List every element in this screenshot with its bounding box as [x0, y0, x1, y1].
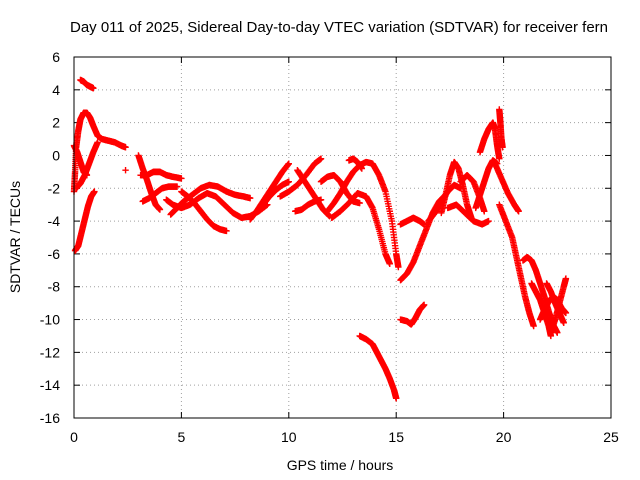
data-point: [285, 160, 292, 167]
data-point: [90, 84, 97, 92]
y-tick-label: -10: [40, 312, 60, 328]
y-tick-label: 0: [52, 147, 60, 163]
y-tick-label: 4: [52, 82, 60, 98]
y-tick-label: -4: [48, 213, 61, 229]
data-point: [515, 208, 522, 215]
data-point: [395, 263, 402, 271]
data-point: [94, 139, 101, 146]
data-point: [122, 144, 129, 151]
x-tick-label: 5: [178, 429, 186, 445]
y-tick-label: -2: [48, 180, 61, 196]
axis-ticks: [73, 56, 612, 419]
data-point: [317, 155, 325, 162]
x-tick-label: 20: [496, 429, 512, 445]
x-tick-label: 0: [70, 429, 78, 445]
y-axis-label: SDTVAR / TECUs: [7, 181, 23, 293]
x-tick-label: 10: [281, 429, 297, 445]
data-point: [356, 199, 363, 207]
data-point: [481, 208, 488, 215]
y-tick-label: -16: [40, 410, 60, 426]
data-points: [70, 76, 570, 402]
data-point: [178, 175, 185, 182]
y-tick-label: 2: [52, 115, 60, 131]
data-point: [173, 183, 181, 190]
data-point: [485, 217, 492, 225]
data-point: [285, 178, 292, 185]
data-point: [554, 329, 561, 336]
x-axis-label: GPS time / hours: [287, 457, 394, 473]
data-point: [246, 194, 254, 202]
x-tick-label: 15: [388, 429, 404, 445]
data-point: [393, 395, 400, 402]
y-tick-label: -8: [48, 279, 61, 295]
data-point: [530, 322, 537, 330]
x-tick-label: 25: [603, 429, 619, 445]
data-point: [91, 188, 98, 195]
y-tick-label: 6: [52, 49, 60, 65]
tick-labels: 0 5 10 15 20 25 -16 -14 -12 -10 -8 -6 -4 -2 0 2 4 6: [40, 49, 619, 445]
data-point: [499, 144, 506, 151]
data-point: [223, 227, 230, 235]
plot-frame: [73, 56, 612, 419]
data-point: [122, 167, 129, 174]
data-point: [562, 275, 570, 282]
y-tick-label: -12: [40, 344, 60, 360]
data-point: [358, 165, 366, 172]
data-point: [156, 206, 164, 213]
y-tick-label: -14: [40, 377, 60, 393]
chart-title: Day 011 of 2025, Sidereal Day-to-day VTE…: [70, 19, 608, 36]
data-point: [562, 309, 570, 317]
data-point: [560, 319, 567, 327]
y-tick-label: -6: [48, 246, 61, 262]
data-point: [420, 301, 428, 308]
gridlines: [74, 57, 611, 418]
data-point: [386, 260, 393, 267]
data-point: [496, 155, 503, 162]
